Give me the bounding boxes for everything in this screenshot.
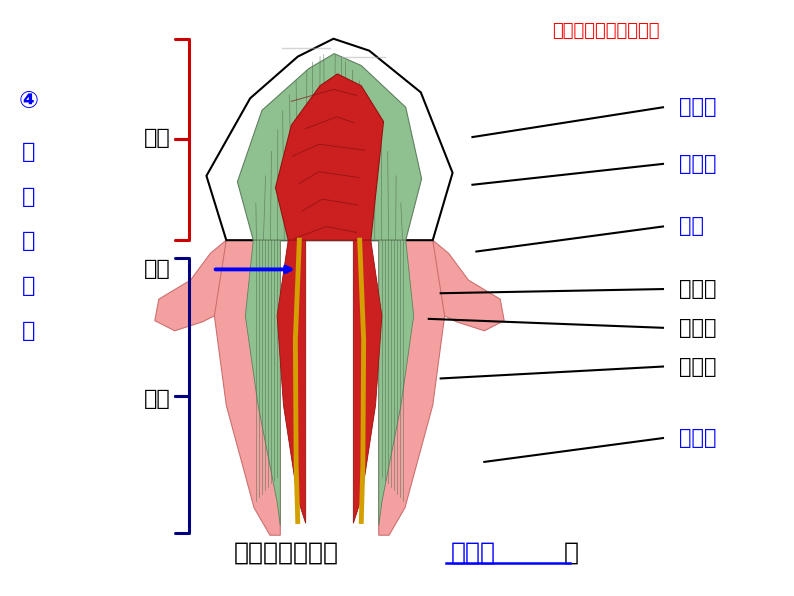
Text: 牟: 牟 <box>22 142 35 162</box>
Polygon shape <box>353 240 382 523</box>
Polygon shape <box>245 240 280 526</box>
Text: 牟神经: 牟神经 <box>679 279 716 299</box>
Polygon shape <box>433 240 504 331</box>
Polygon shape <box>276 74 384 240</box>
Text: 牟本质: 牟本质 <box>451 541 496 565</box>
Text: 牟骨质: 牟骨质 <box>679 428 716 448</box>
Text: 牟本质: 牟本质 <box>679 154 716 174</box>
Text: 构: 构 <box>22 321 35 341</box>
Text: 牟龈: 牟龈 <box>679 216 703 237</box>
Text: 牟髄腔: 牟髄腔 <box>679 318 716 338</box>
Text: 牟根: 牟根 <box>144 389 171 409</box>
Text: 小血管: 小血管 <box>679 356 716 377</box>
Text: （人体最坚硬的结构）: （人体最坚硬的结构） <box>552 22 659 40</box>
Text: ；: ； <box>564 541 579 565</box>
Polygon shape <box>206 39 453 240</box>
Text: 齿: 齿 <box>22 187 35 207</box>
Text: 的: 的 <box>22 231 35 252</box>
Text: 牟颈: 牟颈 <box>144 259 171 280</box>
Polygon shape <box>379 240 414 526</box>
Text: 结: 结 <box>22 276 35 296</box>
Polygon shape <box>277 240 306 523</box>
Polygon shape <box>214 240 280 535</box>
Text: 牟的主体结构是: 牟的主体结构是 <box>234 541 339 565</box>
Text: 牟籁质: 牟籁质 <box>679 97 716 117</box>
Polygon shape <box>379 240 445 535</box>
Polygon shape <box>155 240 226 331</box>
Text: 牟冠: 牟冠 <box>144 128 171 148</box>
Text: ④: ④ <box>18 89 39 113</box>
Polygon shape <box>237 54 422 240</box>
